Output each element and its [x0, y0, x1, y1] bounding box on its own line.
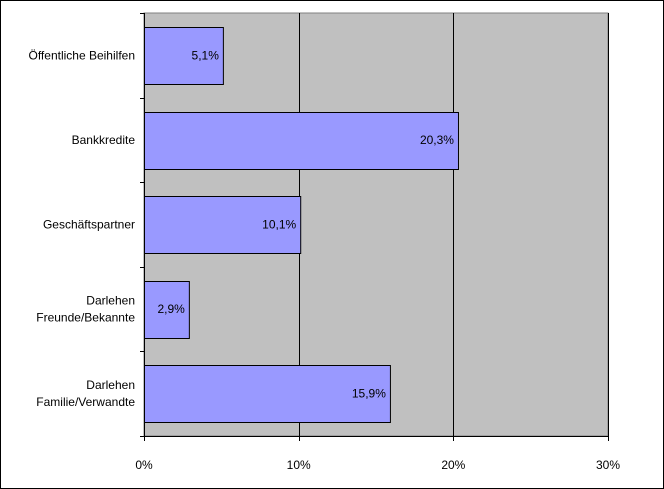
axes: [140, 13, 609, 441]
data-label-3: 2,9%: [157, 302, 185, 316]
category-label-2: Geschäftspartner: [43, 218, 135, 232]
category-label-1: Bankkredite: [72, 133, 136, 147]
x-tick-label-3: 30%: [596, 458, 620, 472]
bars: [144, 27, 459, 423]
bar-3: [144, 281, 190, 339]
data-label-4: 15,9%: [352, 387, 386, 401]
y-axis-category-labels: Öffentliche Beihilfen Bankkredite Geschäft…: [28, 48, 135, 409]
bar-1: [144, 112, 459, 170]
x-axis-tick-labels: 0% 10% 20% 30%: [135, 458, 620, 472]
category-label-3: Darlehen Freunde/Bekannte: [36, 294, 135, 325]
x-tick-label-0: 0%: [135, 458, 153, 472]
data-labels: 5,1% 20,3% 10,1% 2,9% 15,9%: [157, 48, 454, 400]
bar-0: [144, 27, 224, 85]
x-tick-label-1: 10%: [287, 458, 311, 472]
data-label-0: 5,1%: [192, 48, 220, 62]
data-label-1: 20,3%: [420, 133, 454, 147]
bar-2: [144, 196, 302, 254]
category-label-0: Öffentliche Beihilfen: [28, 48, 135, 62]
data-label-2: 10,1%: [262, 218, 296, 232]
x-tick-label-2: 20%: [441, 458, 465, 472]
bar-4: [144, 365, 391, 423]
category-label-4: Darlehen Familie/Verwandte: [36, 378, 135, 409]
